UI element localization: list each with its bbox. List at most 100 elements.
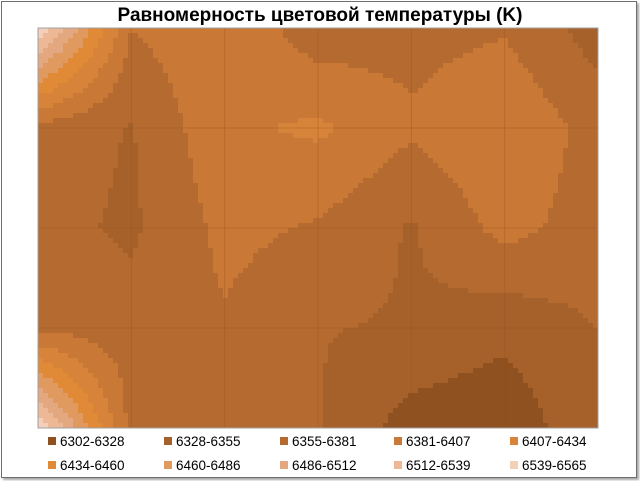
contour-cell xyxy=(38,198,44,204)
contour-cell xyxy=(73,103,79,109)
contour-cell xyxy=(353,223,359,229)
contour-cell xyxy=(503,113,509,119)
contour-cell xyxy=(573,33,579,39)
contour-cell xyxy=(298,223,304,229)
contour-cell xyxy=(203,163,209,169)
contour-cell xyxy=(68,248,74,254)
contour-cell xyxy=(538,193,544,199)
contour-cell xyxy=(318,28,324,34)
contour-cell xyxy=(58,208,64,214)
contour-cell xyxy=(383,43,389,49)
contour-cell xyxy=(398,63,404,69)
contour-cell xyxy=(433,188,439,194)
contour-cell xyxy=(133,178,139,184)
contour-cell xyxy=(173,113,179,119)
contour-cell xyxy=(413,238,419,244)
contour-cell xyxy=(58,58,64,64)
contour-cell xyxy=(453,33,459,39)
contour-cell xyxy=(168,208,174,214)
contour-cell xyxy=(508,148,514,154)
contour-cell xyxy=(453,128,459,134)
contour-cell xyxy=(533,203,539,209)
contour-cell xyxy=(483,158,489,164)
contour-cell xyxy=(513,93,519,99)
contour-cell xyxy=(163,218,169,224)
contour-cell xyxy=(238,148,244,154)
contour-cell xyxy=(543,243,549,249)
contour-cell xyxy=(333,38,339,44)
contour-cell xyxy=(298,178,304,184)
contour-cell xyxy=(98,28,104,34)
contour-cell xyxy=(218,48,224,54)
contour-cell xyxy=(93,118,99,124)
contour-cell xyxy=(123,118,129,124)
contour-cell xyxy=(483,153,489,159)
contour-cell xyxy=(538,33,544,39)
contour-cell xyxy=(313,48,319,54)
contour-cell xyxy=(563,208,569,214)
contour-cell xyxy=(228,178,234,184)
contour-cell xyxy=(193,38,199,44)
contour-cell xyxy=(228,123,234,129)
contour-cell xyxy=(238,113,244,119)
contour-cell xyxy=(68,63,74,69)
contour-cell xyxy=(188,183,194,189)
contour-cell xyxy=(433,243,439,249)
contour-cell xyxy=(348,213,354,219)
contour-cell xyxy=(518,88,524,94)
contour-cell xyxy=(413,123,419,129)
contour-cell xyxy=(43,28,49,34)
contour-cell xyxy=(78,183,84,189)
contour-cell xyxy=(468,153,474,159)
contour-cell xyxy=(468,93,474,99)
contour-cell xyxy=(308,173,314,179)
contour-cell xyxy=(523,78,529,84)
contour-cell xyxy=(223,203,229,209)
contour-cell xyxy=(403,208,409,214)
contour-cell xyxy=(583,63,589,69)
contour-cell xyxy=(328,108,334,114)
contour-cell xyxy=(133,33,139,39)
contour-cell xyxy=(228,38,234,44)
contour-cell xyxy=(328,208,334,214)
contour-cell xyxy=(73,228,79,234)
contour-cell xyxy=(193,213,199,219)
contour-cell xyxy=(398,198,404,204)
contour-cell xyxy=(378,118,384,124)
contour-cell xyxy=(193,113,199,119)
contour-cell xyxy=(263,183,269,189)
contour-cell xyxy=(98,218,104,224)
contour-cell xyxy=(413,133,419,139)
contour-cell xyxy=(563,33,569,39)
contour-cell xyxy=(178,128,184,134)
contour-cell xyxy=(328,68,334,74)
contour-cell xyxy=(108,208,114,214)
contour-cell xyxy=(328,73,334,79)
contour-cell xyxy=(458,118,464,124)
contour-cell xyxy=(308,228,314,234)
contour-cell xyxy=(538,198,544,204)
contour-cell xyxy=(148,133,154,139)
contour-cell xyxy=(113,98,119,104)
contour-cell xyxy=(148,243,154,249)
contour-cell xyxy=(358,213,364,219)
contour-cell xyxy=(38,68,44,74)
contour-cell xyxy=(448,173,454,179)
contour-cell xyxy=(133,228,139,234)
contour-cell xyxy=(413,78,419,84)
contour-cell xyxy=(333,173,339,179)
contour-cell xyxy=(398,158,404,164)
contour-cell xyxy=(508,153,514,159)
contour-cell xyxy=(503,203,509,209)
contour-cell xyxy=(213,88,219,94)
contour-cell xyxy=(503,123,509,129)
contour-cell xyxy=(63,178,69,184)
contour-cell xyxy=(228,203,234,209)
contour-cell xyxy=(123,108,129,114)
contour-cell xyxy=(403,78,409,84)
contour-cell xyxy=(458,73,464,79)
contour-cell xyxy=(553,223,559,229)
contour-cell xyxy=(573,228,579,234)
contour-cell xyxy=(578,98,584,104)
contour-cell xyxy=(438,223,444,229)
